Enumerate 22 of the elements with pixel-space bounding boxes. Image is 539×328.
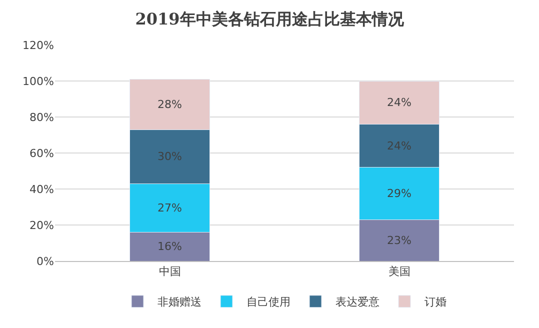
data-label: 28% — [158, 98, 182, 111]
data-label: 23% — [387, 234, 412, 247]
y-tick-label: 20% — [30, 218, 54, 232]
y-tick-label: 0% — [36, 254, 54, 268]
data-label: 16% — [158, 240, 182, 254]
x-tick-label: 中国 — [158, 265, 181, 278]
chart-title: 2019年中美各钻石用途占比基本情况 — [135, 9, 405, 28]
data-label: 27% — [158, 201, 182, 214]
y-tick-label: 40% — [30, 182, 54, 196]
legend-label: 非婚赠送 — [158, 296, 202, 309]
y-tick-label: 100% — [22, 74, 54, 88]
y-tick-label: 60% — [30, 146, 54, 160]
y-tick-label: 80% — [30, 110, 54, 124]
y-tick-label: 120% — [22, 38, 54, 52]
data-label: 24% — [387, 139, 412, 152]
data-label: 24% — [387, 96, 412, 110]
legend-label: 订婚 — [424, 296, 446, 309]
data-label: 30% — [158, 150, 182, 164]
x-tick-label: 美国 — [388, 265, 410, 278]
data-label: 29% — [387, 187, 412, 200]
legend-label: 表达爱意 — [336, 296, 380, 309]
legend-label: 自己使用 — [246, 296, 290, 309]
